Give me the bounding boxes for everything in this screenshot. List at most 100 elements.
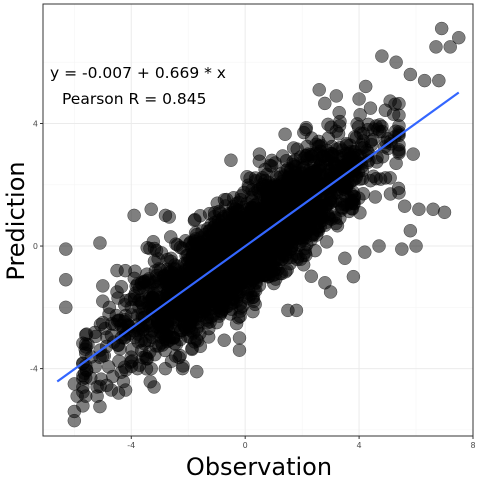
- data-point: [110, 263, 124, 278]
- data-point: [152, 339, 166, 353]
- data-point: [375, 49, 389, 63]
- data-point: [306, 168, 321, 182]
- data-point: [333, 114, 347, 129]
- data-point: [132, 358, 147, 372]
- data-point: [93, 236, 107, 250]
- data-point: [358, 245, 372, 259]
- data-point: [369, 171, 383, 186]
- data-point: [232, 343, 247, 357]
- plot-border: [42, 3, 474, 437]
- data-points: [59, 21, 466, 428]
- data-point: [261, 194, 275, 209]
- data-point: [196, 301, 211, 316]
- data-point: [188, 244, 203, 259]
- data-point: [286, 141, 301, 155]
- data-point: [437, 205, 452, 220]
- data-point: [312, 215, 327, 230]
- x-tick-label: -4: [127, 441, 135, 450]
- data-point: [389, 55, 403, 69]
- data-point: [59, 272, 73, 287]
- data-point: [318, 276, 332, 290]
- data-point: [96, 279, 110, 293]
- data-point: [355, 141, 369, 155]
- data-point: [232, 331, 247, 345]
- data-point: [104, 383, 119, 397]
- data-point: [149, 243, 164, 258]
- data-point: [392, 96, 406, 111]
- data-point: [321, 148, 335, 163]
- data-point: [278, 127, 292, 142]
- data-point: [144, 202, 158, 217]
- data-point: [372, 239, 386, 253]
- data-point: [275, 149, 290, 163]
- data-point: [145, 291, 160, 305]
- data-point: [312, 83, 326, 97]
- data-point: [90, 389, 104, 403]
- data-point: [392, 138, 406, 152]
- data-point: [301, 208, 316, 222]
- data-point: [392, 108, 406, 122]
- data-point: [185, 342, 199, 357]
- data-point: [209, 315, 224, 330]
- data-point: [356, 187, 370, 201]
- data-point: [165, 280, 180, 295]
- data-point: [318, 96, 332, 111]
- data-point: [175, 361, 190, 376]
- y-axis-ticks: -4 0 4: [30, 119, 43, 374]
- data-point: [110, 285, 124, 299]
- pearson-correlation: Pearson R = 0.845: [62, 90, 207, 108]
- data-point: [239, 274, 254, 289]
- data-point: [304, 269, 319, 284]
- data-point: [338, 251, 352, 266]
- y-axis-title: Prediction: [2, 161, 30, 280]
- data-point: [59, 242, 73, 256]
- data-point: [389, 156, 403, 171]
- data-point: [263, 180, 278, 195]
- data-point: [358, 79, 373, 94]
- data-point: [409, 239, 423, 253]
- data-point: [96, 315, 110, 330]
- data-point: [288, 153, 303, 167]
- regression-line: [56, 91, 460, 383]
- data-point: [112, 354, 126, 368]
- data-point: [187, 213, 202, 228]
- data-point: [432, 73, 446, 88]
- data-point: [173, 297, 188, 312]
- data-point: [206, 227, 220, 241]
- data-point: [403, 67, 418, 82]
- data-point: [147, 380, 161, 394]
- data-point: [403, 223, 418, 238]
- data-point: [395, 242, 409, 256]
- data-point: [224, 153, 238, 168]
- data-point: [59, 300, 73, 315]
- data-point: [170, 259, 185, 273]
- data-point: [142, 272, 156, 286]
- regression-equation: y = -0.007 + 0.669 * x: [50, 64, 226, 82]
- data-point: [118, 383, 133, 397]
- data-point: [217, 333, 232, 347]
- data-point: [328, 193, 343, 208]
- data-point: [178, 234, 193, 248]
- data-point: [67, 377, 82, 391]
- x-tick-label: 0: [243, 441, 248, 450]
- data-point: [417, 73, 432, 88]
- data-point: [412, 202, 426, 217]
- data-point: [299, 122, 313, 137]
- data-point: [346, 269, 361, 284]
- x-axis-ticks: -4 0 4 8: [127, 436, 476, 450]
- data-point: [225, 292, 240, 307]
- data-point: [429, 40, 443, 54]
- data-point: [231, 310, 246, 325]
- data-point: [288, 183, 302, 197]
- data-point: [100, 330, 114, 344]
- data-point: [214, 240, 228, 254]
- data-point: [241, 178, 256, 193]
- data-point: [406, 147, 420, 161]
- data-point: [168, 349, 183, 363]
- data-point: [239, 290, 254, 304]
- data-point: [182, 318, 197, 333]
- data-point: [124, 300, 139, 315]
- data-point: [193, 326, 207, 341]
